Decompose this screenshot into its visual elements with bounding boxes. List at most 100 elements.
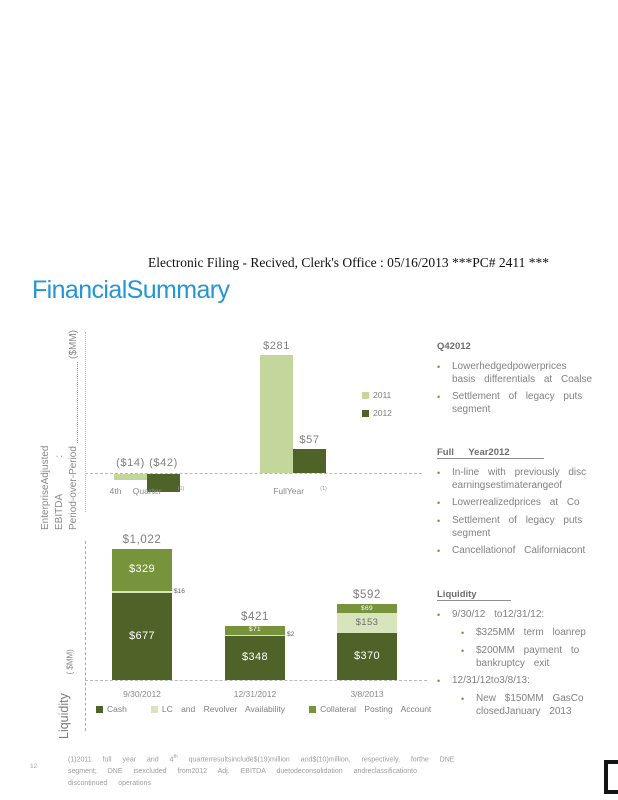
ebitda-bar-2011 bbox=[114, 474, 147, 480]
bullet-dot: • bbox=[437, 610, 441, 620]
liquidity-segment-Collateral Posting Account bbox=[337, 604, 397, 614]
bullet-line: $200MM payment to bbox=[476, 645, 580, 656]
bullet-dot: • bbox=[461, 646, 465, 656]
ebitda-category-label: 4th Quarter (1) bbox=[77, 486, 217, 496]
footnote: (1)2011 full year and 4th quarterresults… bbox=[68, 751, 573, 790]
bullet-text: New $150MM GasCo closedJanuary 2013 bbox=[476, 692, 584, 718]
liquidity-segment-LC and Revolver Availability bbox=[337, 613, 397, 633]
ebitda-value-label: ($14) bbox=[116, 457, 145, 469]
ebitda-bar-2012 bbox=[293, 449, 326, 473]
ebitda-y-axis-line bbox=[85, 332, 86, 512]
bullet-text: 12/31/12to3/8/13: bbox=[452, 674, 530, 688]
legend-label: Collateral Posting Account bbox=[320, 704, 432, 714]
ebitda-axis-title-line3-text: Period-over-Period bbox=[68, 446, 79, 530]
liquidity-total-label: $1,022 bbox=[122, 534, 162, 547]
liquidity-segment-Collateral Posting Account bbox=[112, 549, 172, 592]
ebitda-value-label: $57 bbox=[299, 434, 320, 447]
legend-swatch bbox=[309, 705, 317, 713]
bullet-line: Lowerhedgedpowerprices bbox=[452, 361, 567, 372]
bullet-line: closedJanuary 2013 bbox=[476, 706, 572, 717]
ebitda-chart: ($14) $281 ($42) $57 2011 2012 4th Quarter (1… bbox=[30, 330, 442, 515]
liquidity-segment-Cash bbox=[337, 632, 397, 680]
bullet-line: 12/31/12to3/8/13: bbox=[452, 675, 530, 686]
segment-label: $71 bbox=[248, 626, 262, 634]
bullet-text: $325MM term loanrep bbox=[476, 626, 586, 640]
bullet-line: earningsestimaterangeof bbox=[452, 480, 563, 491]
ebitda-axis-title: EnterpriseAdjusted EBITDA : Period-over-… bbox=[33, 330, 81, 530]
filing-header: Electronic Filing - Recived, Clerk's Off… bbox=[148, 255, 550, 270]
bullet-item: • Lowerrealizedprices at Co bbox=[437, 496, 618, 510]
bullet-text: Lowerrealizedprices at Co bbox=[452, 496, 580, 510]
bullet-item: • Cancellationof Californiacont bbox=[437, 544, 618, 558]
footnote-line1: (1)2011 full year and 4th quarterresults… bbox=[68, 751, 573, 766]
ebitda-bar-2012 bbox=[147, 474, 180, 492]
bullet-dot: • bbox=[437, 362, 441, 372]
bullet-text: In-line with previously disc earningsesti… bbox=[452, 466, 586, 492]
bullet-line: Cancellationof Californiacont bbox=[452, 545, 586, 556]
footnote-line3: discontinued operations bbox=[68, 780, 151, 788]
ebitda-category-label: FullYear (1) bbox=[230, 486, 370, 496]
bullet-dot: • bbox=[461, 694, 465, 704]
bullet-dot: • bbox=[437, 516, 441, 526]
liquidity-category-label: 12/31/2012 bbox=[233, 689, 277, 699]
legend-item-Collateral Posting Account: Collateral Posting Account bbox=[309, 704, 431, 714]
page-number: 12 bbox=[30, 763, 38, 770]
bullet-line: In-line with previously disc bbox=[452, 467, 587, 478]
section-heading-row: Full Year2012 bbox=[437, 442, 618, 460]
liquidity-baseline bbox=[85, 680, 427, 681]
bullet-line: Settlement of legacy puts bbox=[452, 391, 583, 402]
legend-item-2012: 2012 bbox=[362, 408, 392, 418]
ebitda-value-label: $281 bbox=[263, 339, 290, 352]
bullet-line: bankruptcy exit bbox=[476, 658, 550, 669]
bullet-item: • $200MM payment to bankruptcy exit bbox=[461, 644, 618, 670]
panel-section: Q42012 • Lowerhedgedpowerprices basis diffe… bbox=[437, 336, 618, 416]
ebitda-axis-title-line1: EnterpriseAdjusted bbox=[40, 445, 51, 531]
liquidity-segment-Cash bbox=[112, 593, 172, 680]
liquidity-segment-Cash bbox=[225, 635, 285, 680]
liquidity-category-label: 9/30/2012 bbox=[123, 689, 161, 699]
bullet-item: • Settlement of legacy puts segment bbox=[437, 390, 618, 416]
category-text: FullYear bbox=[273, 486, 305, 496]
segment-label: $69 bbox=[360, 604, 374, 612]
bullet-dot: • bbox=[461, 628, 465, 638]
liquidity-segment-LC and Revolver Availability bbox=[225, 634, 285, 636]
bullet-text: Settlement of legacy puts segment bbox=[452, 390, 582, 416]
commentary-panel: Q42012 • Lowerhedgedpowerprices basis diffe… bbox=[437, 336, 618, 744]
bullet-text: Cancellationof Californiacont bbox=[452, 544, 585, 558]
page-title: FinancialSummary bbox=[32, 276, 230, 304]
legend-item-Cash: Cash bbox=[96, 704, 127, 714]
bullet-item: • In-line with previously disc earningsest… bbox=[437, 466, 618, 492]
bullet-item: • Settlement of legacy puts segment bbox=[437, 514, 618, 540]
segment-side-label: $16 bbox=[174, 588, 185, 596]
liquidity-axis-title: Liquidity bbox=[57, 693, 71, 739]
liquidity-segment-LC and Revolver Availability bbox=[112, 591, 172, 594]
bullet-line: segment bbox=[452, 404, 491, 415]
liquidity-total-label: $592 bbox=[353, 589, 381, 602]
bullet-line: Settlement of legacy puts bbox=[452, 515, 583, 526]
bullet-line: 9/30/12 to12/31/12: bbox=[452, 609, 545, 620]
ebitda-value-label: ($42) bbox=[149, 457, 178, 469]
bullet-text: $200MM payment to bankruptcy exit bbox=[476, 644, 579, 670]
bullet-item: • Lowerhedgedpowerprices basis differentia… bbox=[437, 360, 618, 386]
legend-label: LC and Revolver Availability bbox=[161, 704, 286, 714]
bullet-dot: • bbox=[437, 392, 441, 402]
bullet-item: • 12/31/12to3/8/13: bbox=[437, 674, 618, 688]
partial-logo-mark bbox=[604, 760, 618, 794]
bullet-line: basis differentials at Coalse bbox=[452, 374, 593, 385]
bullet-dot: • bbox=[437, 676, 441, 686]
bullet-line: Lowerrealizedprices at Co bbox=[452, 497, 580, 508]
ebitda-bar-2011 bbox=[260, 354, 293, 473]
ebitda-legend: 2011 2012 bbox=[362, 390, 392, 418]
section-heading: Q42012 bbox=[437, 341, 471, 352]
liquidity-category-label: 3/8/2013 bbox=[350, 689, 384, 699]
bullet-dot: • bbox=[437, 546, 441, 556]
legend-item-2011: 2011 bbox=[362, 390, 392, 400]
legend-label: Cash bbox=[107, 704, 127, 714]
legend-swatch bbox=[362, 391, 369, 399]
liquidity-axis-unit: ( $MM) bbox=[65, 649, 75, 675]
ebitda-axis-title-line2: EBITDA : bbox=[54, 454, 65, 530]
panel-section: Full Year2012 • In-line with previously di… bbox=[437, 442, 618, 558]
section-heading: Full Year2012 bbox=[437, 447, 544, 459]
liquidity-y-axis-line bbox=[85, 541, 86, 731]
legend-label: 2011 bbox=[373, 390, 392, 400]
